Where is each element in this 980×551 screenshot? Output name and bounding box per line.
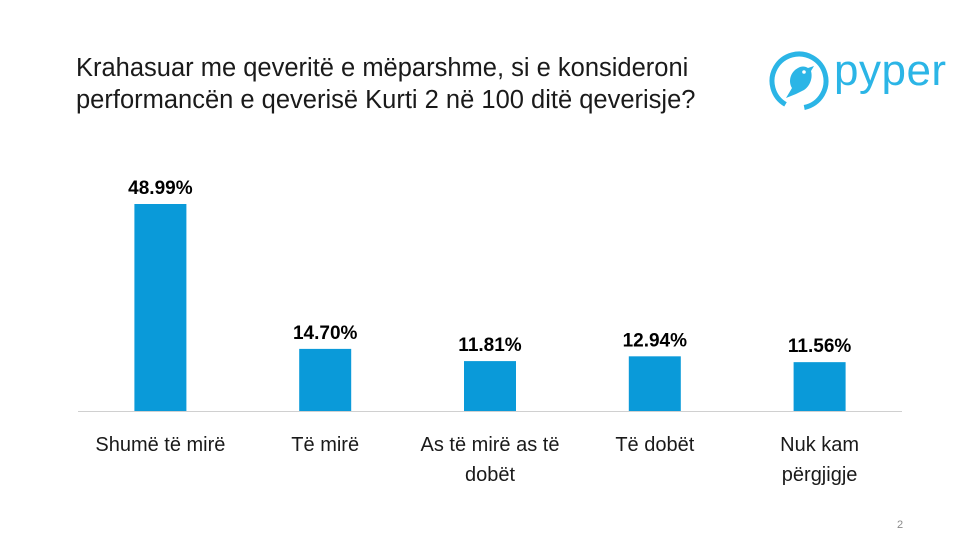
bar-1: [134, 204, 187, 411]
data-label-3: 11.81%: [458, 335, 521, 356]
category-label-4: Të dobët: [615, 434, 694, 456]
chart-title-line-1: Krahasuar me qeveritë e mëparshme, si e …: [76, 54, 689, 82]
bird-logo-icon: [769, 51, 829, 111]
bar-4: [628, 356, 681, 411]
data-label-1: 48.99%: [128, 178, 193, 199]
page-number: 2: [897, 519, 904, 531]
data-label-5: 11.56%: [788, 336, 851, 357]
bar-5: [793, 362, 846, 411]
category-label-3-line-2: dobët: [465, 464, 515, 486]
category-label-5-line-1: Nuk kam: [780, 434, 859, 456]
logo-wordmark: pyper: [834, 46, 947, 95]
chart-title: Krahasuar me qeveritë e mëparshme, si e …: [76, 52, 756, 116]
bar-2: [299, 348, 352, 411]
category-label-1: Shumë të mirë: [95, 434, 225, 456]
data-label-4: 12.94%: [623, 330, 688, 351]
category-label-3-line-1: As të mirë as të: [421, 434, 560, 456]
bar-3: [464, 361, 516, 411]
data-label-2: 14.70%: [293, 323, 358, 344]
chart-title-line-2: performancën e qeverisë Kurti 2 në 100 d…: [76, 86, 696, 114]
pyper-logo: pyper: [768, 46, 948, 114]
category-label-2: Të mirë: [291, 434, 359, 456]
category-label-5-line-2: përgjigje: [782, 464, 858, 486]
